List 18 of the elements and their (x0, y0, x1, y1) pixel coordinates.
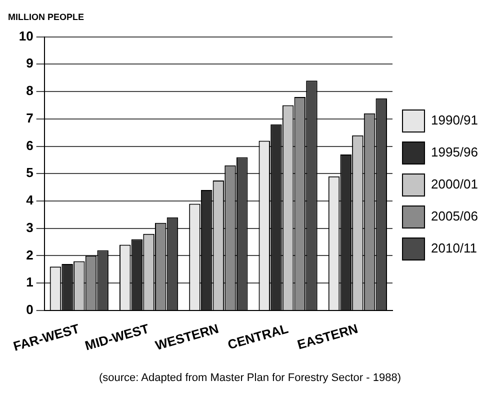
y-tick-label: 4 (26, 192, 34, 208)
legend-label: 1990/91 (431, 112, 478, 128)
y-tick-label: 0 (26, 302, 34, 318)
y-tick-label: 5 (26, 165, 34, 180)
y-tick-label: 10 (18, 28, 34, 44)
y-axis-title: MILLION PEOPLE (8, 12, 84, 22)
legend-label: 1995/96 (431, 144, 478, 160)
text: (source: Adapted from Master Plan for Forestry Sector - 1988) (98, 372, 402, 384)
y-tick-label: 7 (26, 110, 34, 126)
y-tick-label: 9 (26, 56, 34, 71)
y-tick-label: 1 (26, 274, 34, 290)
y-tick-label: 2 (26, 247, 34, 262)
y-tick-label: 6 (26, 138, 34, 153)
legend-label: 2000/01 (431, 176, 478, 192)
y-tick-label: 3 (26, 220, 34, 235)
y-tick-label: 8 (26, 83, 34, 98)
legend-label: 2010/11 (431, 240, 478, 256)
legend-label: 2005/06 (431, 208, 478, 224)
